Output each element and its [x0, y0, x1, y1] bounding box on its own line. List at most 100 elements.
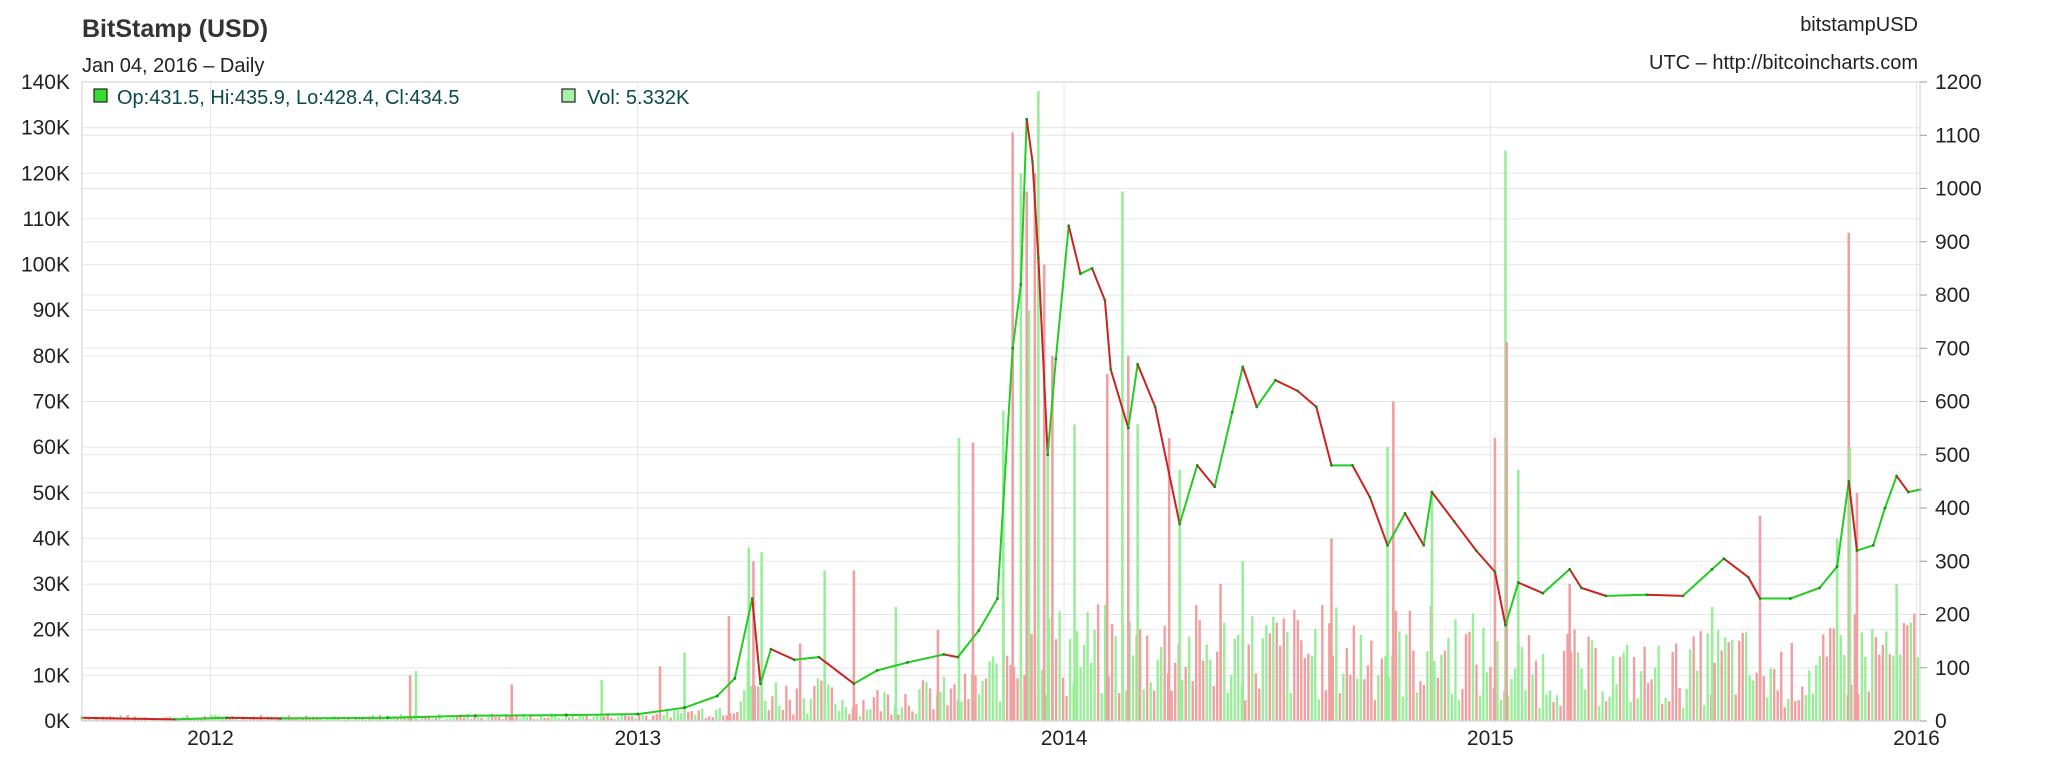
volume-bar	[1860, 632, 1864, 721]
volume-bar	[1300, 640, 1303, 721]
volume-bar	[1380, 658, 1384, 721]
price-point	[1368, 495, 1372, 499]
volume-bar	[574, 718, 578, 721]
volume-bar	[207, 718, 210, 721]
volume-spike-bar	[1002, 410, 1005, 721]
volume-bar	[655, 713, 658, 721]
volume-bar	[1212, 685, 1215, 721]
price-point	[1883, 506, 1887, 510]
volume-bar	[1314, 629, 1317, 721]
volume-bar	[1065, 696, 1068, 721]
volume-bar	[1594, 648, 1597, 721]
price-segment	[943, 653, 958, 659]
volume-bar	[991, 656, 995, 721]
volume-spike-bar	[1493, 438, 1497, 721]
volume-bar	[830, 687, 834, 721]
price-point	[1019, 282, 1023, 286]
volume-bar	[1632, 656, 1636, 721]
volume-bar	[256, 719, 259, 721]
volume-bar	[977, 694, 981, 721]
volume-spike-bar	[683, 652, 686, 721]
volume-bar	[1741, 632, 1744, 721]
volume-bar	[967, 699, 970, 721]
left-tick-label: 120K	[21, 162, 70, 185]
price-point	[1213, 485, 1217, 489]
price-point	[1855, 549, 1859, 552]
price-segment	[751, 598, 762, 684]
volume-bar	[1590, 640, 1594, 721]
volume-bar	[1068, 638, 1072, 721]
volume-bar	[1440, 654, 1443, 721]
volume-bar	[1363, 679, 1366, 721]
volume-bar	[1643, 646, 1646, 721]
volume-bar	[1226, 692, 1229, 721]
price-segment	[853, 669, 878, 685]
volume-bar	[1713, 662, 1716, 721]
volume-bar	[1170, 690, 1173, 721]
volume-bar	[1496, 641, 1499, 721]
volume-bar	[718, 708, 721, 721]
price-segment	[1404, 512, 1425, 546]
volume-spike-bar	[1430, 492, 1434, 721]
volume-bar	[343, 719, 347, 721]
price-point	[1604, 594, 1608, 598]
volume-bar	[638, 715, 641, 721]
volume-bar	[1867, 691, 1871, 721]
left-tick-label: 140K	[21, 71, 70, 94]
price-point	[683, 706, 686, 710]
price-segment	[1067, 225, 1082, 274]
volume-bar	[778, 705, 781, 721]
volume-bar	[98, 718, 101, 721]
x-axis-ticks: 2012 2013 2014 2015 2016	[187, 727, 1940, 750]
volume-spike-bar	[1178, 469, 1181, 721]
volume-spike-bar	[727, 616, 731, 721]
volume-bar	[1331, 655, 1335, 721]
price-point	[1386, 543, 1389, 547]
volume-spike-bar	[1835, 538, 1839, 721]
volume-bar	[466, 713, 469, 721]
volume-bar	[602, 716, 606, 721]
volume-bar	[673, 710, 676, 721]
volume-bar	[1794, 701, 1797, 721]
volume-bar	[876, 690, 879, 721]
price-segment	[1296, 390, 1317, 408]
volume-bar	[1664, 697, 1667, 721]
volume-bar	[543, 717, 546, 721]
volume-bar	[501, 718, 504, 721]
right-tick-label: 700	[1935, 337, 1970, 360]
volume-bar	[483, 719, 487, 721]
x-tick-label: 2013	[614, 727, 661, 750]
volume-spike-bar	[1126, 355, 1130, 721]
price-point	[996, 597, 999, 600]
volume-bar	[1149, 682, 1152, 721]
price-segment	[226, 716, 281, 720]
volume-bar	[1688, 649, 1692, 721]
volume-bar	[473, 716, 476, 721]
volume-bar	[722, 715, 725, 721]
price-segment	[1196, 464, 1216, 488]
volume-bar	[1303, 658, 1307, 721]
volume-bar	[841, 699, 844, 721]
price-point	[906, 661, 909, 664]
volume-bar	[431, 718, 434, 721]
volume-bar	[410, 716, 413, 721]
volume-bar	[1646, 683, 1650, 721]
volume-bar	[623, 715, 627, 721]
volume-bar	[459, 714, 462, 721]
volume-bar	[1506, 695, 1510, 721]
volume-bar	[648, 719, 651, 721]
volume-bar	[1079, 667, 1082, 721]
price-point	[1230, 410, 1234, 414]
price-segment	[1231, 366, 1244, 413]
volume-bar	[326, 717, 329, 721]
volume-bar	[1657, 645, 1660, 721]
volume-bar	[522, 713, 525, 721]
volume-bar	[525, 717, 529, 721]
volume-spike-bar	[1046, 438, 1050, 721]
price-point	[1126, 426, 1130, 430]
volume-bar	[645, 715, 648, 721]
volume-bar	[228, 718, 231, 721]
price-segment	[1646, 593, 1683, 597]
price-point	[1818, 586, 1821, 590]
volume-bar	[1738, 640, 1741, 721]
